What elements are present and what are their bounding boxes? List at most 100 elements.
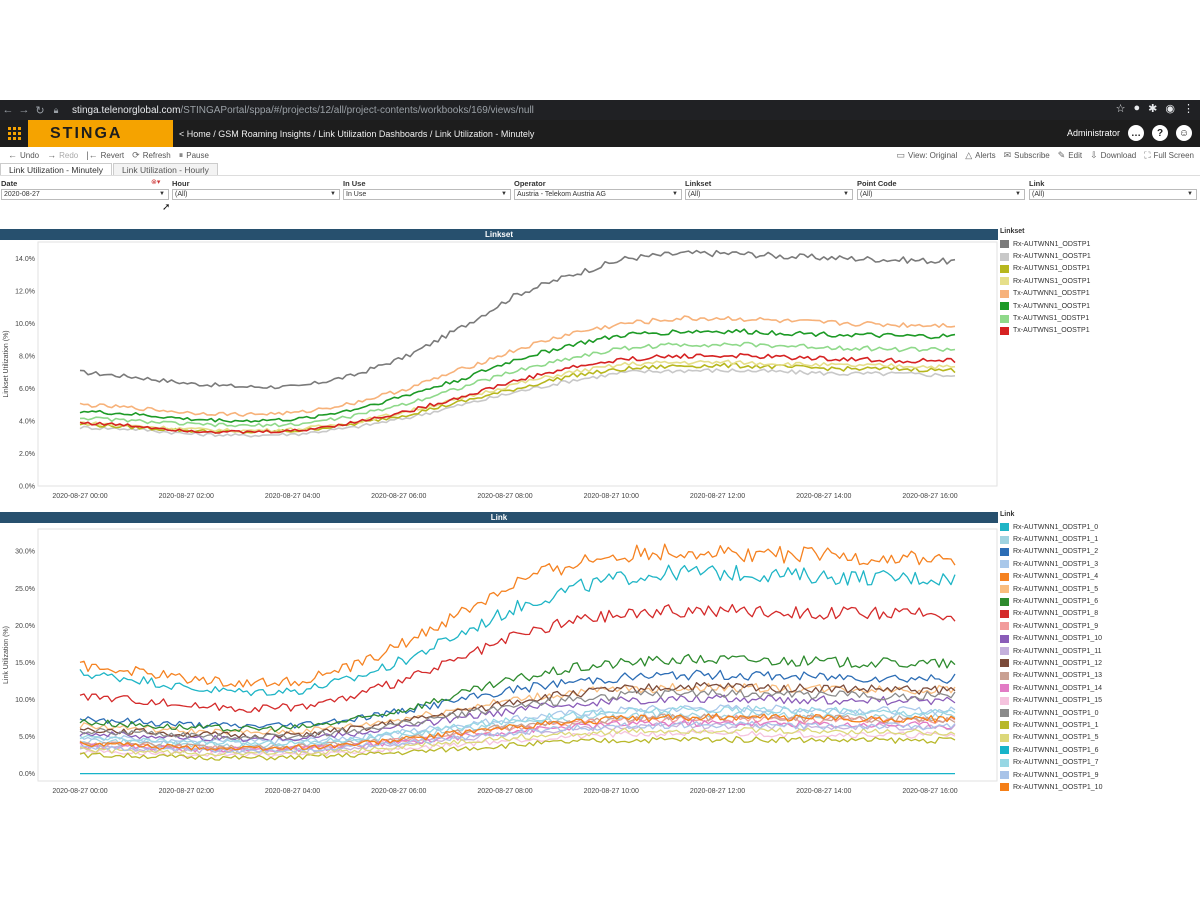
- series-line[interactable]: [80, 359, 956, 433]
- legend-swatch: [1000, 746, 1009, 755]
- legend-item[interactable]: Tx-AUTWNN1_ODSTP1: [1000, 288, 1091, 300]
- revert-button[interactable]: |← Revert: [86, 150, 125, 160]
- tab-link-utilization-hourly[interactable]: Link Utilization - Hourly: [113, 163, 218, 175]
- legend-item[interactable]: Rx-AUTWNN1_ODSTP1: [1000, 238, 1091, 250]
- refresh-button[interactable]: ⟳ Refresh: [132, 149, 171, 160]
- legend-item[interactable]: Rx-AUTWNN1_ODSTP1_13: [1000, 670, 1102, 682]
- legend-item[interactable]: Rx-AUTWNN1_ODSTP1_6: [1000, 595, 1102, 607]
- reload-icon[interactable]: ↻: [35, 104, 45, 117]
- series-line[interactable]: [79, 603, 956, 713]
- edit-button[interactable]: ✎ Edit: [1057, 149, 1083, 160]
- url-field[interactable]: stinga.telenorglobal.com/STINGAPortal/sp…: [72, 105, 534, 116]
- forward-icon[interactable]: →: [18, 104, 30, 116]
- legend-item[interactable]: Rx-AUTWNS1_ODSTP1: [1000, 263, 1091, 275]
- stinga-logo[interactable]: STINGA: [28, 120, 173, 147]
- series-line[interactable]: [79, 653, 956, 733]
- legend-item[interactable]: Rx-AUTWNN1_ODSTP1_4: [1000, 571, 1102, 583]
- series-line[interactable]: [79, 669, 956, 729]
- legend-item[interactable]: Rx-AUTWNN1_OOSTP1_10: [1000, 781, 1102, 793]
- series-line[interactable]: [79, 735, 956, 761]
- legend-item[interactable]: Rx-AUTWNN1_ODSTP1_15: [1000, 694, 1102, 706]
- series-line[interactable]: [79, 315, 956, 417]
- series-line[interactable]: [79, 368, 956, 438]
- legend-item[interactable]: Tx-AUTWNS1_OOSTP1: [1000, 325, 1091, 337]
- series-line[interactable]: [79, 249, 956, 390]
- help-icon[interactable]: ?: [1152, 125, 1168, 141]
- download-button[interactable]: ⇩ Download: [1090, 149, 1137, 160]
- series-line[interactable]: [79, 720, 956, 754]
- browser-menu-icon[interactable]: ⋮: [1183, 103, 1194, 115]
- series-line[interactable]: [79, 681, 956, 739]
- legend-item[interactable]: Rx-AUTWNN1_ODSTP1_1: [1000, 533, 1102, 545]
- view-original-button[interactable]: ▭ View: Original: [896, 149, 958, 160]
- filter-operator: Operator Austria - Telekom Austria AG ▼: [514, 178, 682, 204]
- series-line[interactable]: [79, 727, 956, 757]
- clear-filter-icon[interactable]: ⊗▾: [151, 179, 161, 186]
- operator-dropdown[interactable]: Austria - Telekom Austria AG ▼: [514, 189, 682, 200]
- y-tick-label: 20.0%: [15, 623, 35, 630]
- legend-swatch: [1000, 572, 1009, 581]
- series-line[interactable]: [79, 362, 956, 434]
- linkset-dropdown[interactable]: (All) ▼: [685, 189, 853, 200]
- date-dropdown[interactable]: 2020-08-27 ▼: [1, 189, 169, 200]
- extension-icon[interactable]: ●: [1133, 102, 1141, 114]
- app-grid-icon[interactable]: [0, 120, 28, 147]
- legend-item[interactable]: Rx-AUTWNN1_OOSTP1_9: [1000, 769, 1102, 781]
- legend-item[interactable]: Rx-AUTWNN1_OOSTP1_5: [1000, 732, 1102, 744]
- legend-item[interactable]: Rx-AUTWNN1_ODSTP1_12: [1000, 657, 1102, 669]
- series-line[interactable]: [79, 705, 956, 747]
- legend-item[interactable]: Rx-AUTWNN1_ODSTP1_2: [1000, 546, 1102, 558]
- user-name[interactable]: Administrator: [1066, 128, 1120, 138]
- fullscreen-button[interactable]: ⛶ Full Screen: [1144, 149, 1194, 160]
- in-use-dropdown[interactable]: In Use ▼: [343, 189, 511, 200]
- legend-item[interactable]: Rx-AUTWNN1_ODSTP1_8: [1000, 608, 1102, 620]
- redo-button[interactable]: → Redo: [47, 150, 79, 160]
- alerts-button[interactable]: △ Alerts: [965, 149, 996, 160]
- series-line[interactable]: [79, 352, 956, 434]
- legend-item[interactable]: Rx-AUTWNN1_ODSTP1_5: [1000, 583, 1102, 595]
- tab-link-utilization-minutely[interactable]: Link Utilization - Minutely: [0, 163, 113, 175]
- series-line[interactable]: [79, 682, 956, 736]
- legend-item[interactable]: Rx-AUTWNN1_OOSTP1_7: [1000, 756, 1102, 768]
- breadcrumb[interactable]: < Home / GSM Roaming Insights / Link Uti…: [179, 128, 535, 139]
- legend-item[interactable]: Rx-AUTWNN1_OOSTP1_1: [1000, 719, 1102, 731]
- user-icon[interactable]: ☺: [1176, 125, 1192, 141]
- series-line[interactable]: [79, 564, 956, 697]
- point-code-dropdown[interactable]: (All) ▼: [857, 189, 1025, 200]
- legend-item[interactable]: Rx-AUTWNN1_ODSTP1_3: [1000, 558, 1102, 570]
- legend-item[interactable]: Rx-AUTWNN1_OOSTP1: [1000, 250, 1091, 262]
- legend-item[interactable]: Rx-AUTWNN1_OOSTP1_0: [1000, 707, 1102, 719]
- chat-icon[interactable]: …: [1128, 125, 1144, 141]
- profile-icon[interactable]: ◉: [1165, 103, 1175, 115]
- linkset-chart[interactable]: 0.0% 2.0% 4.0% 6.0% 8.0% 10.0% 12.0% 14.0% Links…: [0, 240, 998, 505]
- undo-button[interactable]: ← Undo: [8, 150, 40, 160]
- legend-swatch: [1000, 733, 1009, 742]
- series-line[interactable]: [79, 688, 956, 740]
- y-tick-label: 14.0%: [15, 256, 35, 263]
- series-line[interactable]: [79, 712, 956, 751]
- legend-item[interactable]: Rx-AUTWNN1_ODSTP1_14: [1000, 682, 1102, 694]
- subscribe-button[interactable]: ✉ Subscribe: [1003, 149, 1050, 160]
- legend-item[interactable]: Rx-AUTWNN1_OOSTP1_6: [1000, 744, 1102, 756]
- series-line[interactable]: [79, 328, 956, 423]
- hour-dropdown[interactable]: (All) ▼: [172, 189, 340, 200]
- legend-item[interactable]: Rx-AUTWNS1_OOSTP1: [1000, 275, 1091, 287]
- pause-button[interactable]: ⏸︎ Pause: [178, 149, 209, 160]
- series-line[interactable]: [79, 730, 956, 758]
- legend-item[interactable]: Tx-AUTWNN1_OOSTP1: [1000, 300, 1091, 312]
- link-dropdown[interactable]: (All) ▼: [1029, 189, 1197, 200]
- legend-item[interactable]: Rx-AUTWNN1_ODSTP1_11: [1000, 645, 1102, 657]
- back-icon[interactable]: ←: [2, 104, 14, 116]
- legend-item[interactable]: Rx-AUTWNN1_ODSTP1_0: [1000, 521, 1102, 533]
- legend-item[interactable]: Rx-AUTWNN1_ODSTP1_9: [1000, 620, 1102, 632]
- legend-item[interactable]: Tx-AUTWNS1_ODSTP1: [1000, 312, 1091, 324]
- link-chart[interactable]: 0.0% 5.0% 10.0% 15.0% 20.0% 25.0% 30.0% Link Ut…: [0, 523, 998, 800]
- browser-address-bar: ← → ↻ 🔒︎ stinga.telenorglobal.com/STINGA…: [0, 100, 1200, 120]
- legend-item[interactable]: Rx-AUTWNN1_ODSTP1_10: [1000, 633, 1102, 645]
- series-line[interactable]: [79, 543, 956, 688]
- series-line[interactable]: [79, 341, 956, 428]
- puzzle-icon[interactable]: ✱: [1148, 103, 1158, 115]
- bookmark-star-icon[interactable]: ☆: [1115, 103, 1126, 115]
- series-line[interactable]: [79, 713, 956, 750]
- legend-swatch: [1000, 696, 1009, 705]
